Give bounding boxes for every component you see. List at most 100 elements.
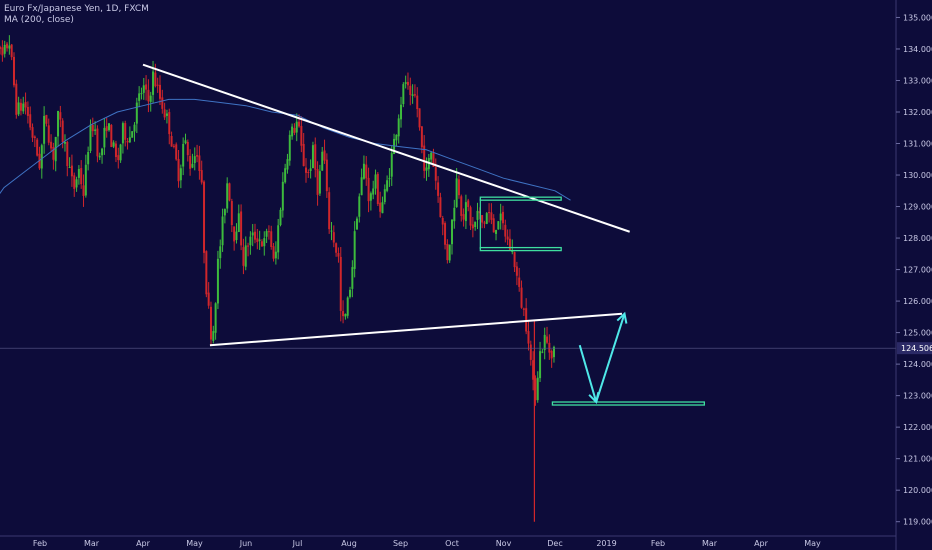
x-tick-label: Oct bbox=[445, 539, 459, 548]
candle-body bbox=[230, 201, 233, 225]
y-tick-label: 119.000 bbox=[903, 518, 932, 527]
candle-body bbox=[108, 123, 111, 131]
candle-body bbox=[205, 251, 208, 295]
candle-body bbox=[525, 308, 528, 332]
y-tick-label: 125.000 bbox=[903, 329, 932, 338]
symbol-title[interactable]: Euro Fx/Japanese Yen, 1D, FXCM bbox=[4, 4, 149, 14]
candle-body bbox=[80, 168, 83, 185]
candle-body bbox=[448, 244, 451, 261]
candle-body bbox=[94, 129, 97, 131]
support-zone[interactable] bbox=[551, 401, 705, 406]
candle-body bbox=[207, 292, 210, 306]
lower-ascending-trendline[interactable] bbox=[209, 312, 623, 347]
candle-body bbox=[390, 153, 393, 177]
candle-body bbox=[383, 189, 386, 203]
y-tick-label: 132.000 bbox=[903, 108, 932, 117]
candle-body bbox=[110, 124, 113, 147]
candle-body bbox=[342, 311, 345, 317]
candle-body bbox=[247, 245, 250, 247]
moving-average-layer bbox=[0, 98, 571, 201]
candle-body bbox=[501, 211, 504, 224]
candle-body bbox=[161, 97, 164, 109]
candle-body bbox=[221, 216, 224, 246]
candle-body bbox=[87, 152, 90, 165]
candle-body bbox=[272, 246, 275, 259]
candle-body bbox=[179, 168, 182, 181]
candle-body bbox=[527, 331, 530, 344]
candle-body bbox=[158, 84, 161, 99]
candle-body bbox=[546, 336, 549, 343]
candle-body bbox=[228, 183, 231, 201]
candle-body bbox=[175, 144, 178, 160]
candle-body bbox=[400, 104, 403, 120]
x-tick-label: Sep bbox=[393, 539, 408, 548]
time-axis[interactable]: Feb Mar Apr May Jun Jul Aug Sep Oct Nov Dec 2019 Feb… bbox=[0, 535, 896, 548]
candle-body bbox=[281, 181, 284, 211]
upper-descending-trendline[interactable] bbox=[142, 63, 630, 233]
candle-body bbox=[101, 148, 104, 156]
candle-body bbox=[172, 145, 175, 147]
candle-body bbox=[536, 377, 539, 401]
projection-arrow-down-shaft[interactable] bbox=[578, 344, 598, 403]
candle-body bbox=[114, 143, 117, 158]
candle-body bbox=[513, 252, 516, 268]
candle-body bbox=[128, 137, 131, 143]
chart-legend: Euro Fx/Japanese Yen, 1D, FXCM MA (200, … bbox=[4, 4, 149, 26]
candle-body bbox=[59, 112, 62, 120]
candle-body bbox=[483, 222, 486, 224]
x-tick-label: May bbox=[186, 539, 203, 548]
candle-body bbox=[91, 124, 94, 132]
candle-body bbox=[418, 108, 421, 128]
candle-body bbox=[68, 167, 71, 169]
candle-body bbox=[295, 121, 298, 133]
price-axis[interactable]: 119.000 120.000 121.000 122.000 123.000 124.0… bbox=[895, 0, 932, 550]
candle-body bbox=[63, 141, 66, 144]
y-tick-label: 128.000 bbox=[903, 234, 932, 243]
candle-body bbox=[142, 85, 145, 93]
candle-body bbox=[147, 89, 150, 102]
candle-body bbox=[386, 180, 389, 191]
candle-body bbox=[323, 150, 326, 161]
candle-body bbox=[439, 197, 442, 218]
candle-body bbox=[437, 182, 440, 196]
candle-body bbox=[548, 342, 551, 353]
candle-body bbox=[233, 226, 236, 242]
candle-body bbox=[154, 72, 157, 87]
candle-body bbox=[43, 115, 46, 144]
y-tick-label: 134.000 bbox=[903, 45, 932, 54]
candle-body bbox=[467, 200, 470, 208]
candle-body bbox=[300, 125, 303, 146]
candle-body bbox=[124, 123, 127, 140]
candle-body bbox=[184, 140, 187, 144]
candle-body bbox=[409, 85, 412, 95]
candle-body bbox=[404, 82, 407, 84]
candle-body bbox=[335, 243, 338, 253]
candle-body bbox=[165, 113, 168, 116]
candle-body bbox=[506, 236, 509, 240]
candle-body bbox=[265, 231, 268, 237]
candle-body bbox=[369, 193, 372, 201]
candle-body bbox=[423, 145, 426, 171]
x-tick-label: Jul bbox=[292, 539, 303, 548]
candle-body bbox=[388, 178, 391, 180]
candle-body bbox=[33, 136, 36, 139]
candle-body bbox=[346, 297, 349, 316]
candle-body bbox=[432, 153, 435, 167]
candle-body bbox=[73, 175, 76, 189]
candle-body bbox=[349, 289, 352, 297]
candle-body bbox=[54, 136, 57, 162]
candle-body bbox=[186, 141, 189, 156]
candle-body bbox=[45, 114, 48, 124]
candle-body bbox=[270, 231, 273, 248]
x-tick-label: 2019 bbox=[596, 539, 616, 548]
x-tick-label: Feb bbox=[33, 539, 47, 548]
candle-body bbox=[444, 223, 447, 245]
projection-arrow-up-shaft[interactable] bbox=[595, 313, 626, 403]
candle-body bbox=[6, 43, 9, 49]
candle-body bbox=[379, 202, 382, 212]
indicator-title[interactable]: MA (200, close) bbox=[4, 15, 74, 25]
candle-body bbox=[307, 172, 310, 174]
candle-body bbox=[367, 177, 370, 202]
